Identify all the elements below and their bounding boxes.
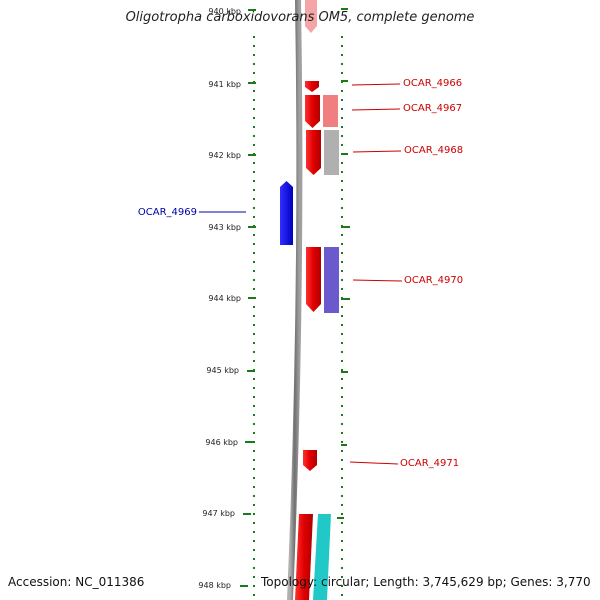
feature-gray-4968: [324, 130, 339, 175]
genome-summary-text: Topology: circular; Length: 3,745,629 bp…: [261, 575, 591, 589]
gene-label-ocar-4967[interactable]: OCAR_4967: [403, 103, 462, 114]
genome-backbone: [287, 0, 303, 600]
leader-ocar-4967: [351, 108, 401, 111]
leader-ocar-4971: [349, 461, 399, 465]
leader-ocar-4966: [351, 83, 401, 86]
tick-label-942: 942 kbp: [208, 151, 241, 160]
cds-bottom-partial-red: [295, 514, 313, 600]
feature-salmon-4967: [323, 95, 338, 127]
leader-ocar-4968: [352, 150, 402, 153]
leader-ocar-4970: [352, 279, 403, 282]
gene-label-ocar-4971[interactable]: OCAR_4971: [400, 458, 459, 469]
gene-label-ocar-4966[interactable]: OCAR_4966: [403, 78, 462, 89]
tick-label-947: 947 kbp: [202, 509, 235, 518]
feature-bottom-partial-cyan: [313, 514, 331, 600]
tick-label-946: 946 kbp: [205, 438, 238, 447]
cds-ocar-4970: [306, 247, 321, 312]
tick-label-940: 940 kbp: [208, 7, 241, 16]
accession-text: Accession: NC_011386: [8, 575, 145, 589]
feature-purple-4970: [324, 247, 339, 313]
tick-label-945: 945 kbp: [206, 366, 239, 375]
cds-ocar-4968: [306, 130, 321, 175]
gene-label-ocar-4969[interactable]: OCAR_4969: [138, 207, 197, 218]
gene-label-ocar-4968[interactable]: OCAR_4968: [404, 145, 463, 156]
map-title: Oligotropha carboxidovorans OM5, complet…: [125, 10, 475, 25]
tick-label-944: 944 kbp: [208, 294, 241, 303]
cds-ocar-4971: [303, 450, 317, 471]
cds-ocar-4967: [305, 95, 320, 128]
tick-label-941: 941 kbp: [208, 80, 241, 89]
gene-label-ocar-4970[interactable]: OCAR_4970: [404, 275, 463, 286]
cds-ocar-4966: [305, 81, 319, 92]
outer-ticks: [337, 8, 350, 519]
tick-label-943: 943 kbp: [208, 223, 241, 232]
tick-label-948: 948 kbp: [198, 581, 231, 590]
inner-ticks: [240, 9, 256, 587]
cds-top-partial: [305, 0, 317, 33]
cds-ocar-4969: [280, 181, 293, 245]
